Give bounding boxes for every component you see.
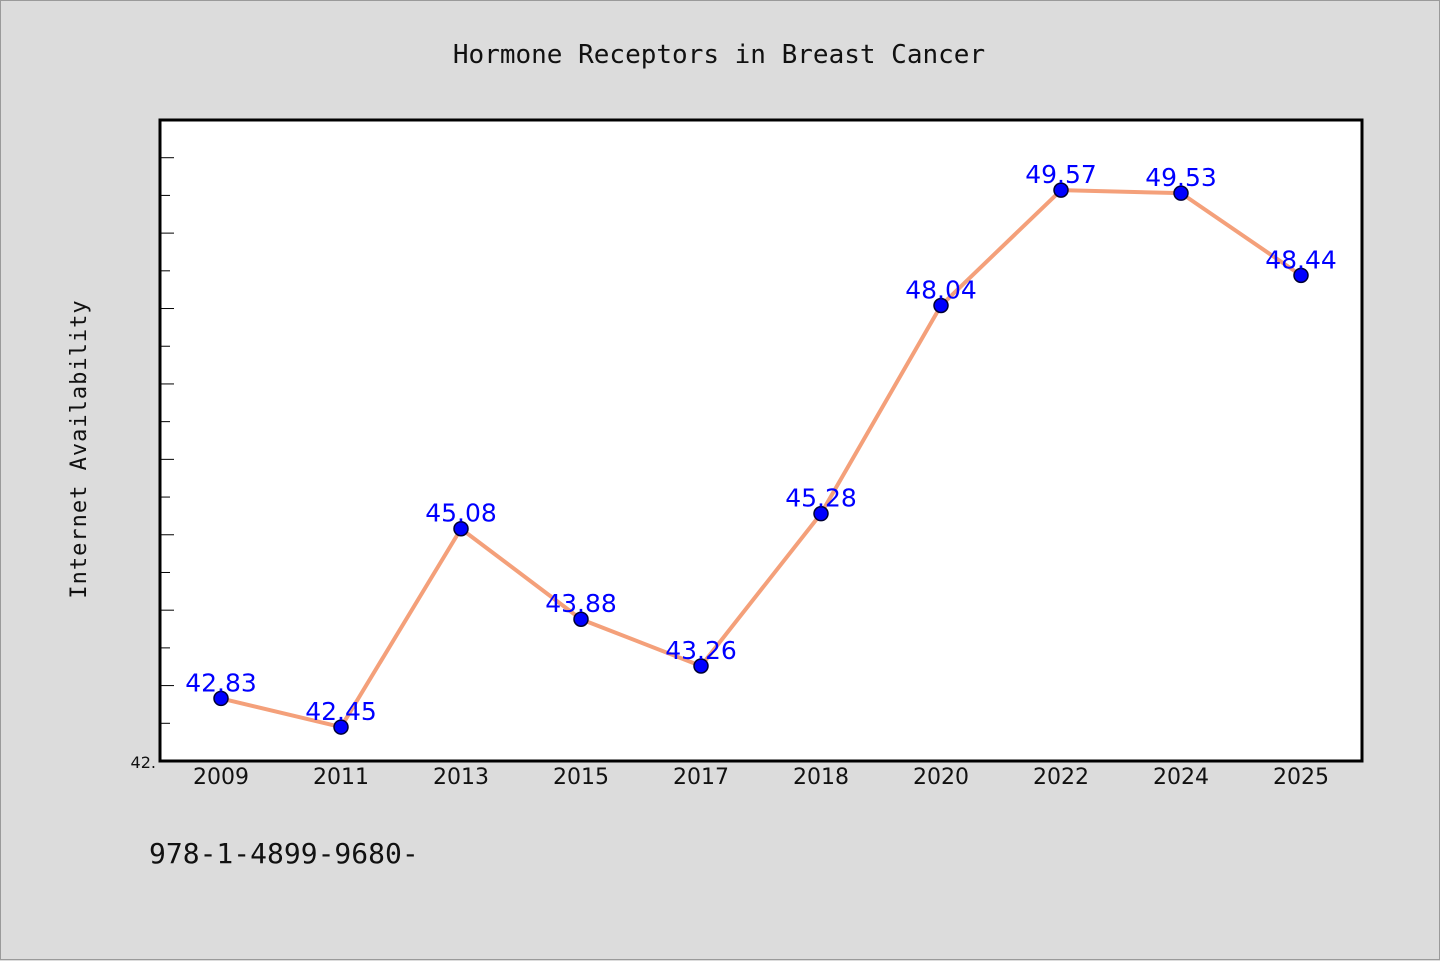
data-label: 48.44 [1265,245,1337,274]
data-point [933,297,949,314]
data-label: 49.57 [1025,160,1097,189]
x-tick-label: 2017 [673,765,729,790]
x-tick-label: 2018 [793,765,849,790]
x-tick-label: 2011 [313,765,369,790]
y-axis-ticks [160,157,174,762]
x-tick-label: 2020 [913,765,969,790]
data-point [213,690,229,707]
data-label: 49.53 [1145,163,1217,192]
data-label: 43.26 [665,636,737,665]
data-point [453,520,469,537]
y-axis-label: Internet Availability [67,299,92,598]
x-tick-label: 2015 [553,765,609,790]
x-tick-label: 2013 [433,765,489,790]
chart-title: Hormone Receptors in Breast Cancer [453,40,985,70]
series-line-path [220,188,1303,730]
x-tick-label: 2022 [1033,765,1089,790]
data-point [333,719,349,735]
x-tick-label: 2009 [193,765,249,790]
y-tick-label: 42. [131,753,156,772]
data-label: 45.28 [785,484,857,513]
series-line [220,188,1303,730]
plot-area [158,118,1364,763]
data-labels: 42.83 42.45 45.08 43.88 43.26 45.28 48.04 49.57… [185,160,1337,726]
data-point [1053,182,1069,198]
data-label: 45.08 [425,499,497,528]
data-point [693,658,709,674]
data-label: 43.88 [545,589,617,618]
footer-code: 978-1-4899-9680- [149,837,419,870]
x-tick-label: 2024 [1153,765,1209,790]
series-markers [213,182,1309,735]
data-point [1173,185,1189,201]
x-axis-tick-labels: 2009 2011 2013 2015 2017 2018 2020 2022 2024 2025 [193,765,1329,790]
data-point [573,611,589,627]
data-point [1293,267,1309,284]
data-label: 48.04 [905,276,977,305]
data-label: 42.83 [185,668,257,697]
data-point [813,505,829,522]
data-label: 42.45 [305,697,377,726]
x-tick-label: 2025 [1273,765,1329,790]
